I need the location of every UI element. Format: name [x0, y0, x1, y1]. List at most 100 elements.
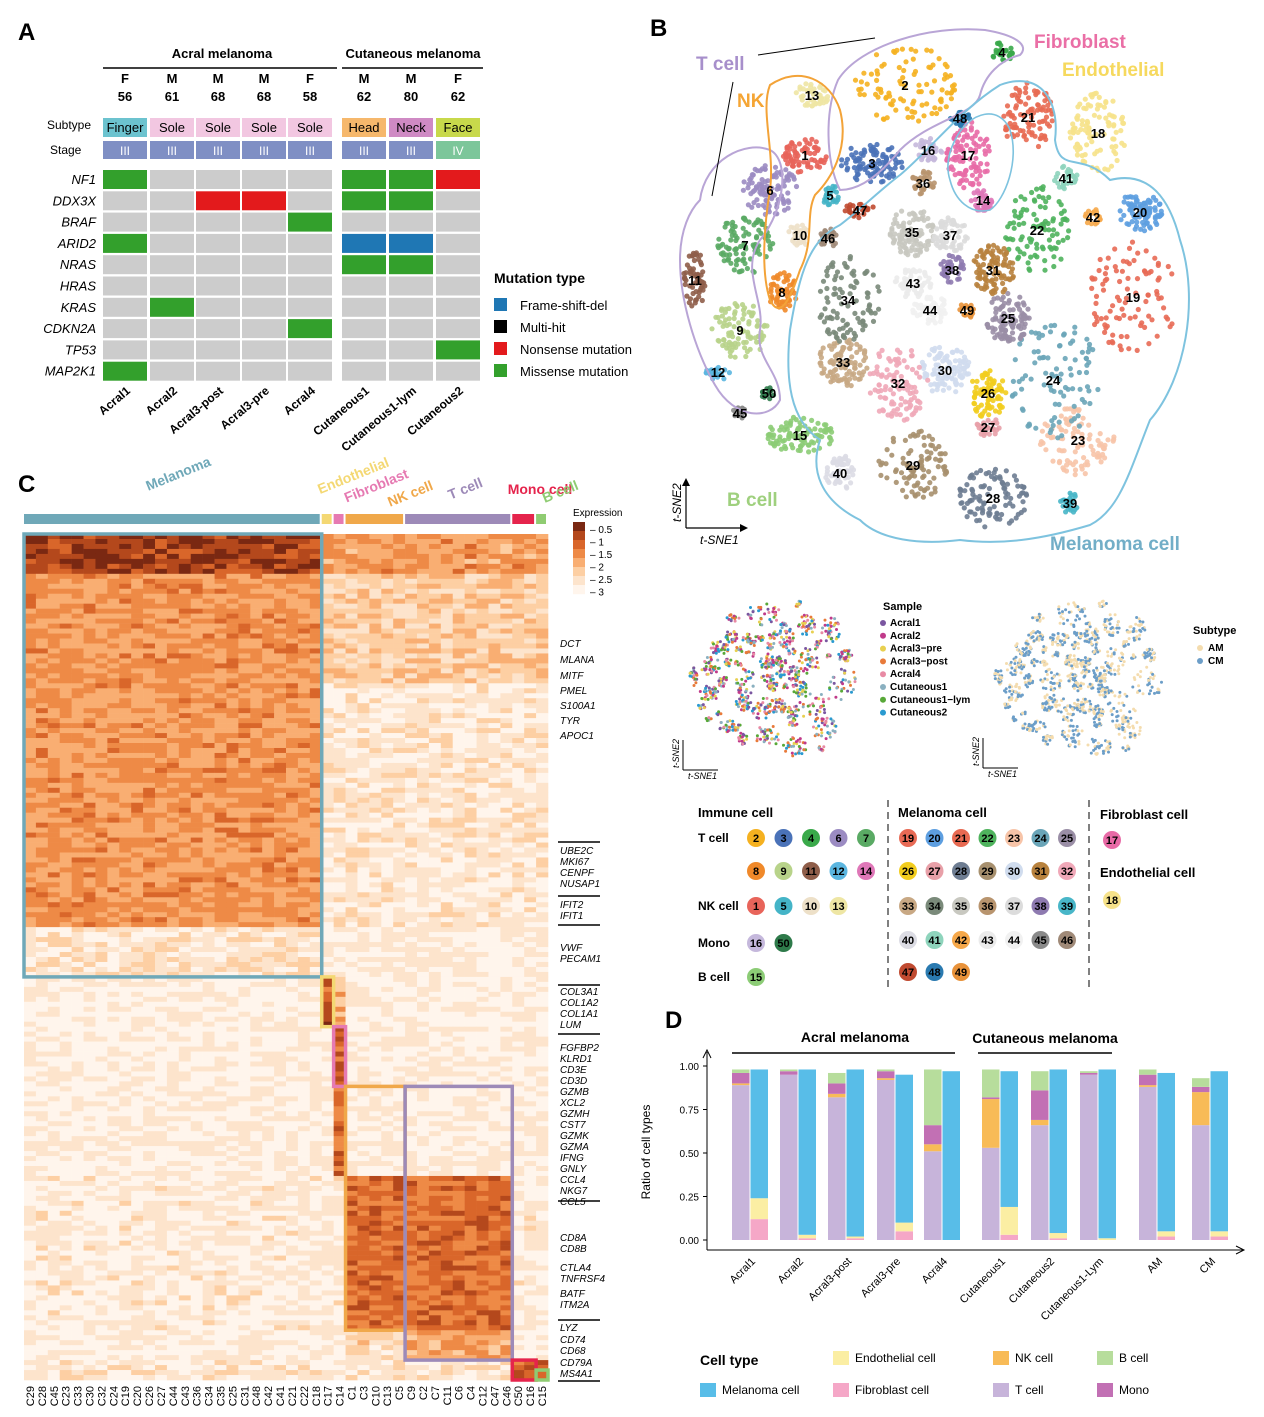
mutation-cell [342, 191, 386, 211]
tsne-point [1017, 127, 1023, 134]
tsne-point [899, 208, 905, 214]
small-tsne-point [714, 651, 718, 655]
tsne-point [1089, 275, 1095, 281]
tsne-point [827, 343, 833, 349]
small-tsne-point [1136, 691, 1139, 694]
tsne-point [759, 177, 765, 183]
tsne-point [902, 399, 908, 405]
tsne-point [788, 224, 794, 230]
panel-letter-c: C [18, 471, 35, 498]
small-tsne-point [725, 616, 729, 620]
tsne-point [1074, 147, 1081, 153]
small-tsne-point [715, 644, 719, 648]
small-tsne-point [799, 667, 803, 671]
small-tsne-point [741, 698, 745, 702]
tsne-point [981, 255, 987, 261]
small-tsne-point [1103, 618, 1107, 621]
tsne-point [1015, 483, 1021, 489]
tsne-point [936, 56, 942, 62]
cluster-number-label: 37 [943, 228, 957, 243]
tsne-point [842, 260, 848, 267]
tsne-point [782, 443, 788, 449]
tsne-point [984, 322, 990, 328]
small-tsne-point [782, 743, 785, 747]
empty-cell [436, 191, 480, 211]
tsne-point [908, 348, 915, 354]
small-tsne-point [1036, 616, 1040, 620]
small-tsne-point [1032, 664, 1036, 668]
small-tsne-point [1096, 629, 1100, 633]
small-tsne-point [709, 664, 713, 668]
small-tsne-point [759, 657, 763, 661]
small-tsne-point [1079, 632, 1083, 636]
tsne-point [912, 433, 918, 439]
empty-cell [103, 319, 147, 339]
tsne-point [919, 102, 925, 108]
small-tsne-point [749, 691, 753, 695]
tsne-point [996, 382, 1002, 388]
small-tsne-point [816, 666, 820, 670]
tsne-point [824, 468, 831, 474]
small-tsne-point [737, 737, 741, 741]
tsne-point [910, 210, 916, 216]
tsne-point [1103, 315, 1109, 321]
tsne-point [728, 341, 735, 347]
small-tsne-point [827, 631, 831, 635]
subtype-cell-label: Sole [205, 120, 231, 135]
tsne-point [693, 250, 700, 256]
tsne-point [1079, 118, 1085, 124]
tsne-point [1081, 105, 1087, 111]
tsne-point [1143, 298, 1149, 305]
tsne-point [1132, 314, 1138, 320]
tsne-point [921, 442, 927, 448]
tsne-point [1034, 245, 1040, 251]
small-tsne-point [1024, 646, 1028, 650]
tsne-point [1011, 208, 1018, 214]
tsne-point [1100, 281, 1106, 287]
tsne-point [975, 506, 981, 512]
small-tsne-point [782, 637, 786, 641]
tsne-point [733, 251, 739, 257]
tsne-point [1072, 357, 1078, 363]
cluster-number-label: 20 [1133, 205, 1147, 220]
tsne-point [1061, 467, 1067, 473]
tsne-point [750, 310, 756, 316]
small-tsne-point [745, 734, 749, 738]
tsne-point [938, 148, 944, 154]
small-tsne-point [770, 737, 774, 741]
tsne-point [746, 319, 752, 325]
tsne-point [994, 510, 1000, 516]
small-tsne-point [744, 679, 748, 683]
small-tsne-point [820, 631, 824, 635]
small-tsne-point [818, 710, 822, 714]
small-tsne-point [761, 730, 765, 733]
tsne-point [870, 272, 876, 278]
small-tsne-point [770, 674, 774, 678]
tsne-point [878, 179, 885, 185]
small-tsne-point [1017, 663, 1021, 667]
tsne-point [883, 395, 889, 401]
small-tsne-point [757, 609, 761, 613]
tsne-point [1113, 129, 1119, 135]
empty-cell [389, 297, 433, 317]
empty-cell [288, 276, 332, 296]
tsne-point [1088, 92, 1094, 98]
small-tsne-point [1057, 605, 1061, 609]
tsne-point [917, 241, 924, 247]
small-tsne-point [695, 673, 699, 677]
tsne-point [836, 338, 843, 344]
cluster-number-label: 42 [1086, 210, 1100, 225]
tsne-point [974, 253, 980, 259]
small-tsne-point [726, 729, 730, 733]
tsne-point [891, 401, 897, 407]
small-tsne-point [1013, 669, 1017, 673]
small-tsne-point [769, 665, 773, 669]
small-tsne-point [767, 633, 771, 637]
small-tsne-point [1058, 621, 1062, 625]
small-tsne-point [711, 646, 715, 650]
small-tsne-point [747, 670, 751, 674]
small-tsne-point [1073, 604, 1077, 607]
small-tsne-point [840, 689, 844, 693]
tsne-point [875, 71, 881, 77]
small-tsne-point [773, 737, 777, 741]
